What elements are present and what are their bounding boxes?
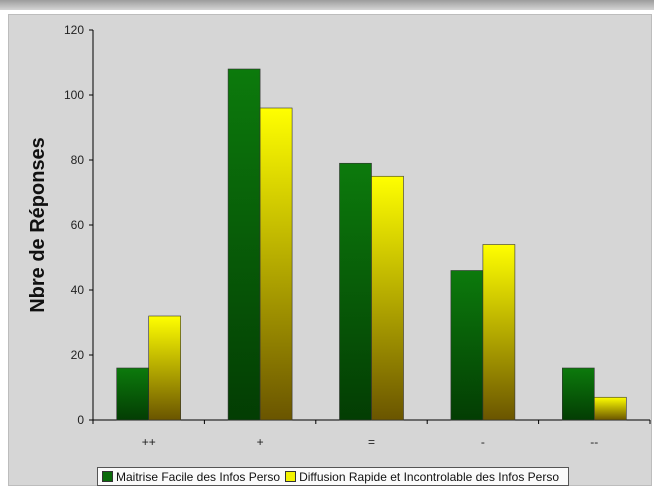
legend-entry-2: Diffusion Rapide et Incontrolable des In… <box>285 470 559 484</box>
y-tick-label: 40 <box>71 283 85 297</box>
legend-label: Diffusion Rapide et Incontrolable des In… <box>299 469 559 484</box>
legend-label: Maitrise Facile des Infos Perso <box>116 469 281 484</box>
y-tick-label: 0 <box>77 413 84 427</box>
x-tick-label: + <box>257 435 264 449</box>
legend-swatch <box>285 471 297 482</box>
bar-series-2-4 <box>593 396 627 421</box>
x-tick-label: = <box>368 435 375 449</box>
x-tick-label: ++ <box>142 435 156 449</box>
bar-series-2-2 <box>371 175 404 421</box>
y-tick-label: 120 <box>64 23 84 37</box>
legend-swatch <box>102 471 113 482</box>
x-tick-label: -- <box>590 435 598 449</box>
bar-series-1-2 <box>339 162 372 421</box>
x-axis: ++ + = - -- <box>92 419 651 449</box>
top-border <box>0 0 654 10</box>
y-tick-label: 20 <box>71 348 85 362</box>
bars <box>116 68 627 421</box>
y-tick-label: 100 <box>64 88 84 102</box>
y-axis: 0 20 40 60 80 100 120 <box>64 23 94 427</box>
bar-series-1-1 <box>227 68 261 421</box>
y-axis-label: Nbre de Réponses <box>27 137 49 313</box>
chart-panel <box>8 14 652 486</box>
y-tick-label: 60 <box>71 218 85 232</box>
legend: Maitrise Facile des Infos Perso Diffusion… <box>97 467 569 486</box>
bar-series-1-3 <box>450 270 484 421</box>
legend-entry-1: Maitrise Facile des Infos Perso <box>102 470 280 484</box>
bar-series-2-0 <box>148 315 181 421</box>
bar-series-1-4 <box>561 367 595 421</box>
bar-series-1-0 <box>116 367 149 421</box>
x-tick-label: - <box>481 435 485 449</box>
bar-series-2-1 <box>259 107 293 421</box>
bar-series-2-3 <box>482 244 516 421</box>
y-tick-label: 80 <box>71 153 85 167</box>
